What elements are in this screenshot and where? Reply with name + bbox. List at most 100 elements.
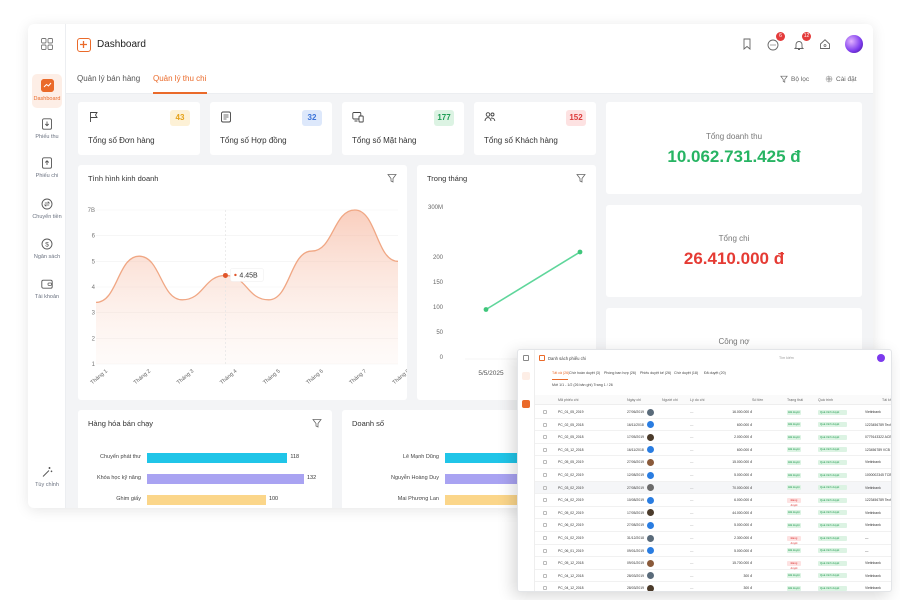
sidebar-item-payments[interactable]: Phiếu chi [28,157,66,179]
y-tick-label: 2 [92,336,96,342]
settings-button[interactable]: Cài đặt [825,75,857,83]
table-row[interactable]: PC_03_12_2018 16/11/2018 — 600.000 đ Đã duyệ… [535,444,891,457]
table-row[interactable]: PC_02_05_2018 17/05/2019 — 2.000.000 đ Đã du… [535,431,891,444]
row-checkbox[interactable] [543,561,547,566]
preview-tab[interactable]: Đã duyệt (20) [704,371,726,375]
stat-card-products[interactable]: 177 Tổng số Mặt hàng [342,102,464,155]
sidebar-item-dashboard[interactable]: Dashboard [28,74,66,108]
preview-tab[interactable]: Chờ duyệt (18) [674,371,699,375]
row-checkbox[interactable] [543,422,547,427]
column-header[interactable]: Người chi [662,398,678,402]
row-avatar [647,547,654,555]
column-header[interactable]: Ngày chi [627,398,641,402]
table-row[interactable]: PC_05_12_2018 09/01/2019 — 15.700.000 đ Đang… [535,557,891,570]
messages-button[interactable]: 6 [767,32,785,51]
stat-card-contracts[interactable]: 32 Tổng số Hợp đồng [210,102,332,155]
preview-search[interactable]: Tìm kiếm [779,356,794,360]
table-row[interactable]: PC_06_01_2019 09/01/2019 — 5.000.000 đ Đã du… [535,545,891,558]
row-reason: — [690,485,694,490]
payment-icon [522,400,530,408]
preview-tab[interactable]: Phiếu duyệt kế (26) [640,371,672,375]
preview-tab[interactable]: Tất cả (26) [552,371,570,375]
row-account: Vietinbank [865,561,881,566]
row-status: Đã duyệt [787,548,801,554]
row-avatar [647,496,654,504]
sidebar-item-label: Phiếu chi [35,173,59,179]
table-row[interactable]: PC_03_02_2019 27/08/2019 — 70.000.000 đ Đã d… [535,481,891,495]
row-amount: 300 đ [743,586,753,591]
bookmark-icon[interactable] [741,38,753,50]
table-row[interactable]: PC_05_05_2019 27/06/2019 — 15.000.000 đ Đã d… [535,456,891,469]
filter-icon[interactable] [576,173,586,183]
logo-icon [539,355,545,361]
row-amount: 15.700.000 đ [732,561,752,566]
row-checkbox[interactable] [543,536,547,540]
sidebar-item-customize[interactable]: Tùy chỉnh [28,466,66,488]
filter-icon[interactable] [312,418,322,428]
column-header[interactable]: Trạng thái [787,398,804,402]
row-checkbox[interactable] [543,485,547,490]
row-checkbox[interactable] [543,510,547,515]
row-checkbox[interactable] [543,548,547,553]
x-tick-label: Tháng 5 [262,368,281,386]
dashboard-window: Dashboard Phiếu thu Phiếu chi Chuyển tiề… [28,24,873,508]
column-header[interactable]: Mã phiếu chi [558,398,579,402]
table-row[interactable]: PC_01_02_2019 31/12/2018 — 2.300.000 đ Đang … [535,532,891,545]
data-point [483,307,489,312]
sidebar-item-account[interactable]: Tài khoản [28,278,66,300]
column-header[interactable]: Tài khoản [882,398,892,402]
column-header[interactable]: Lý do chi [690,398,705,402]
table-row[interactable]: PC_04_12_2018 28/03/2019 — 300 đ Đã duyệt Quá… [535,582,891,591]
gear-icon [825,75,833,83]
tab-sales-management[interactable]: Quản lý bán hàng [77,74,141,83]
row-checkbox[interactable] [543,410,547,414]
messages-badge: 6 [776,32,785,41]
filter-button[interactable]: Bộ lọc [780,75,809,83]
table-row[interactable]: PC_02_02_2019 12/08/2019 — 5.000.000 đ Đã du… [535,469,891,482]
row-checkbox[interactable] [543,460,547,465]
row-date: 27/06/2019 [627,460,644,465]
stat-card-customers[interactable]: 152 Tổng số Khách hàng [474,102,596,155]
bar-value: 100 [268,496,279,502]
stat-card-orders[interactable]: 43 Tổng số Đơn hàng [78,102,200,155]
column-header[interactable]: Quá trình [818,398,833,402]
row-status: Đã duyệt [787,472,801,478]
row-checkbox[interactable] [543,473,547,477]
row-checkbox[interactable] [543,573,547,578]
column-header[interactable]: Số tiền [752,398,764,402]
tab-finance-management[interactable]: Quản lý thu chi [153,74,207,83]
avatar[interactable] [877,354,885,362]
row-checkbox[interactable] [543,435,547,440]
area-fill [96,210,398,364]
sidebar-item-label: Dashboard [33,96,61,102]
row-progress: Quá trình duyệt [818,485,847,491]
table-row[interactable]: PC_04_02_2019 10/08/2019 — 6.000.000 đ Đang … [535,494,891,507]
preview-tab[interactable]: Phòng ban hợp (26) [604,371,637,375]
app-grid-icon[interactable] [41,38,53,50]
wallet-icon [41,279,53,289]
settings-label: Cài đặt [836,75,857,83]
table-row[interactable]: PC_01_05_2019 27/06/2019 — 16.000.000 đ Đã d… [535,406,891,419]
tab-bar: Quản lý bán hàng Quản lý thu chi Bộ lọc … [66,68,873,94]
user-avatar[interactable] [845,35,863,53]
row-date: 09/01/2019 [627,561,644,566]
row-checkbox[interactable] [543,498,547,503]
sidebar-item-budget[interactable]: $ Ngân sách [28,238,66,260]
preview-tab[interactable]: Chờ hoàn duyệt (3) [569,371,601,375]
row-checkbox[interactable] [543,447,547,452]
notifications-button[interactable]: 12 [793,32,811,50]
filter-icon[interactable] [387,173,397,183]
row-date: 27/06/2019 [627,410,644,414]
row-account: Vietinbank [865,410,881,414]
sidebar-item-transfer[interactable]: Chuyển tiền [28,198,66,220]
row-checkbox[interactable] [543,586,547,591]
table-row[interactable]: PC_04_12_2018 28/03/2019 — 300 đ Đã duyệt Quá… [535,570,891,583]
notifications-badge: 12 [802,32,811,41]
table-row[interactable]: PC_06_02_2019 27/08/2019 — 5.000.000 đ Đã du… [535,519,891,532]
table-row[interactable]: PC_05_02_2019 17/05/2019 — 44.000.000 đ Đã d… [535,507,891,520]
table-row[interactable]: PC_02_05_2018 16/11/2018 — 600.000 đ Đã duyệ… [535,419,891,432]
home-icon[interactable] [819,38,831,50]
row-checkbox[interactable] [543,523,547,528]
row-amount: 600.000 đ [736,447,752,452]
sidebar-item-receipts[interactable]: Phiếu thu [28,118,66,140]
